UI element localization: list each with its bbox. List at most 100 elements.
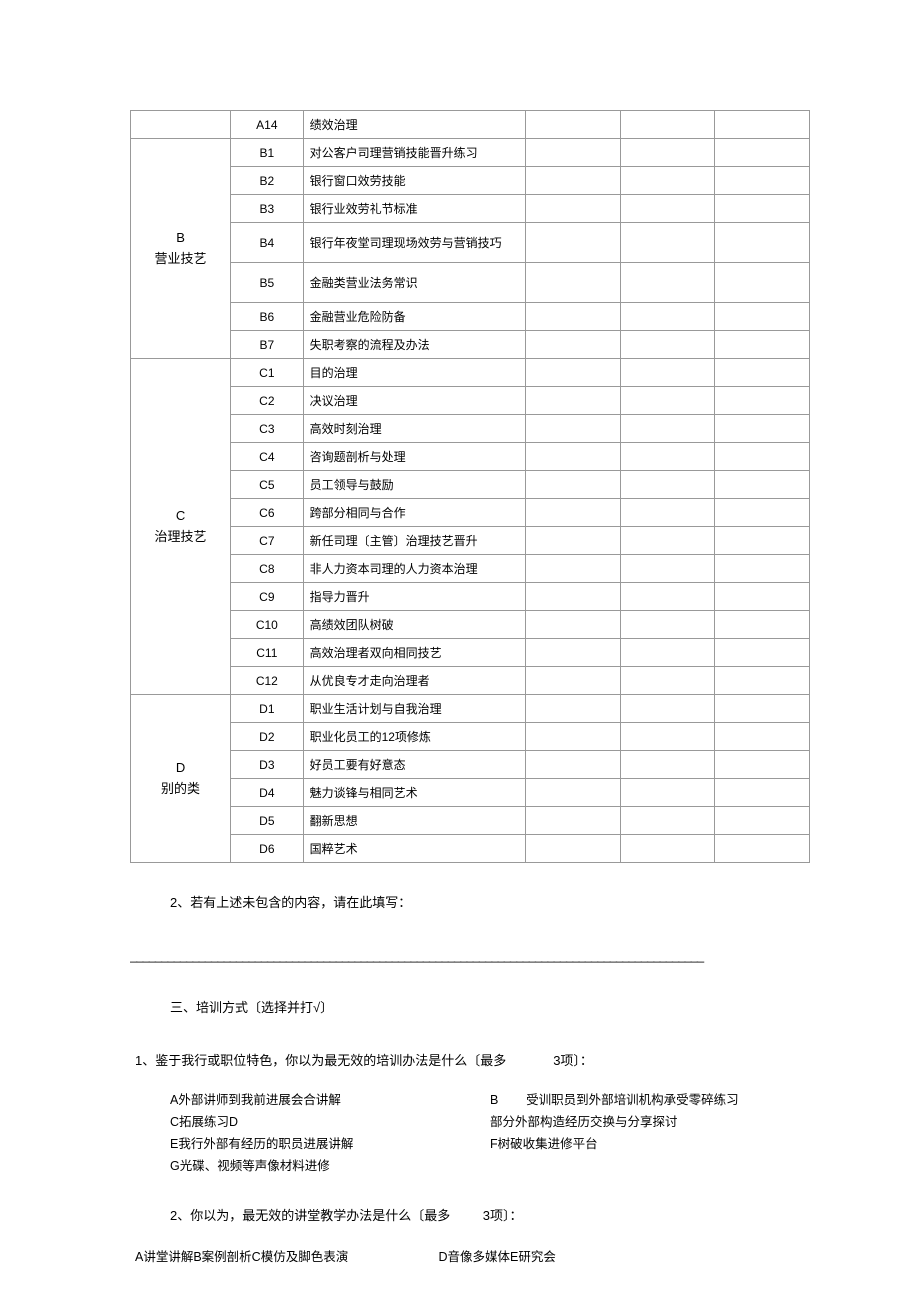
blank-cell[interactable] [526, 751, 621, 779]
blank-cell[interactable] [526, 263, 621, 303]
blank-cell[interactable] [715, 667, 810, 695]
blank-cell[interactable] [715, 527, 810, 555]
blank-cell[interactable] [715, 779, 810, 807]
blank-cell[interactable] [620, 695, 715, 723]
blank-cell[interactable] [620, 139, 715, 167]
blank-cell[interactable] [715, 139, 810, 167]
blank-cell[interactable] [715, 639, 810, 667]
blank-cell[interactable] [526, 499, 621, 527]
blank-cell[interactable] [620, 303, 715, 331]
blank-cell[interactable] [620, 331, 715, 359]
blank-cell[interactable] [715, 751, 810, 779]
blank-cell[interactable] [526, 471, 621, 499]
category-cell: B营业技艺 [131, 139, 231, 359]
blank-cell[interactable] [620, 751, 715, 779]
blank-cell[interactable] [715, 443, 810, 471]
table-row: C10高绩效团队树破 [131, 611, 810, 639]
blank-cell[interactable] [715, 723, 810, 751]
code-cell: B1 [231, 139, 304, 167]
blank-cell[interactable] [526, 139, 621, 167]
blank-cell[interactable] [526, 835, 621, 863]
blank-cell[interactable] [620, 667, 715, 695]
option-right[interactable]: F树破收集进修平台 [490, 1134, 840, 1154]
blank-cell[interactable] [715, 695, 810, 723]
blank-cell[interactable] [526, 695, 621, 723]
option-left[interactable]: G光碟、视频等声像材料进修 [170, 1156, 480, 1176]
blank-cell[interactable] [526, 331, 621, 359]
blank-cell[interactable] [620, 471, 715, 499]
blank-cell[interactable] [620, 223, 715, 263]
blank-cell[interactable] [715, 167, 810, 195]
blank-cell[interactable] [620, 807, 715, 835]
blank-cell[interactable] [526, 195, 621, 223]
fill-line[interactable]: ________________________________________… [130, 944, 810, 969]
option-left[interactable]: E我行外部有经历的职员进展讲解 [170, 1134, 480, 1154]
blank-cell[interactable] [526, 555, 621, 583]
blank-cell[interactable] [526, 807, 621, 835]
blank-cell[interactable] [715, 583, 810, 611]
blank-cell[interactable] [526, 611, 621, 639]
blank-cell[interactable] [620, 111, 715, 139]
blank-cell[interactable] [715, 223, 810, 263]
blank-cell[interactable] [620, 387, 715, 415]
blank-cell[interactable] [620, 611, 715, 639]
blank-cell[interactable] [620, 639, 715, 667]
blank-cell[interactable] [620, 583, 715, 611]
blank-cell[interactable] [620, 723, 715, 751]
blank-cell[interactable] [715, 387, 810, 415]
blank-cell[interactable] [715, 471, 810, 499]
blank-cell[interactable] [620, 167, 715, 195]
s3-q2-left[interactable]: A讲堂讲解B案例剖析C模仿及脚色表演 [135, 1250, 348, 1264]
blank-cell[interactable] [715, 807, 810, 835]
blank-cell[interactable] [526, 223, 621, 263]
blank-cell[interactable] [620, 443, 715, 471]
option-right[interactable]: B 受训职员到外部培训机构承受零碎练习 [490, 1090, 840, 1110]
blank-cell[interactable] [620, 527, 715, 555]
blank-cell[interactable] [620, 415, 715, 443]
option-right[interactable] [490, 1156, 840, 1176]
blank-cell[interactable] [715, 499, 810, 527]
blank-cell[interactable] [526, 667, 621, 695]
blank-cell[interactable] [715, 303, 810, 331]
table-row: C治理技艺C1目的治理 [131, 359, 810, 387]
blank-cell[interactable] [715, 415, 810, 443]
option-left[interactable]: C拓展练习D [170, 1112, 480, 1132]
blank-cell[interactable] [715, 359, 810, 387]
code-cell: C3 [231, 415, 304, 443]
name-cell: 魅力谈锋与相同艺术 [303, 779, 526, 807]
blank-cell[interactable] [715, 611, 810, 639]
blank-cell[interactable] [526, 779, 621, 807]
blank-cell[interactable] [526, 723, 621, 751]
blank-cell[interactable] [715, 555, 810, 583]
blank-cell[interactable] [715, 263, 810, 303]
name-cell: 决议治理 [303, 387, 526, 415]
blank-cell[interactable] [526, 303, 621, 331]
s3-q2-options: A讲堂讲解B案例剖析C模仿及脚色表演 D音像多媒体E研究会 [130, 1246, 810, 1270]
blank-cell[interactable] [620, 499, 715, 527]
blank-cell[interactable] [526, 167, 621, 195]
blank-cell[interactable] [526, 527, 621, 555]
code-cell: C9 [231, 583, 304, 611]
blank-cell[interactable] [620, 263, 715, 303]
s3-q2-right[interactable]: D音像多媒体E研究会 [439, 1250, 556, 1264]
blank-cell[interactable] [715, 331, 810, 359]
category-cell [131, 111, 231, 139]
table-row: D5翻新思想 [131, 807, 810, 835]
blank-cell[interactable] [526, 639, 621, 667]
blank-cell[interactable] [620, 195, 715, 223]
option-right[interactable]: 部分外部构造经历交换与分享探讨 [490, 1112, 840, 1132]
blank-cell[interactable] [526, 387, 621, 415]
option-left[interactable]: A外部讲师到我前进展会合讲解 [170, 1090, 480, 1110]
blank-cell[interactable] [620, 359, 715, 387]
blank-cell[interactable] [526, 443, 621, 471]
blank-cell[interactable] [526, 359, 621, 387]
blank-cell[interactable] [526, 415, 621, 443]
blank-cell[interactable] [715, 111, 810, 139]
blank-cell[interactable] [526, 583, 621, 611]
blank-cell[interactable] [620, 779, 715, 807]
blank-cell[interactable] [715, 835, 810, 863]
blank-cell[interactable] [526, 111, 621, 139]
blank-cell[interactable] [620, 555, 715, 583]
blank-cell[interactable] [620, 835, 715, 863]
blank-cell[interactable] [715, 195, 810, 223]
